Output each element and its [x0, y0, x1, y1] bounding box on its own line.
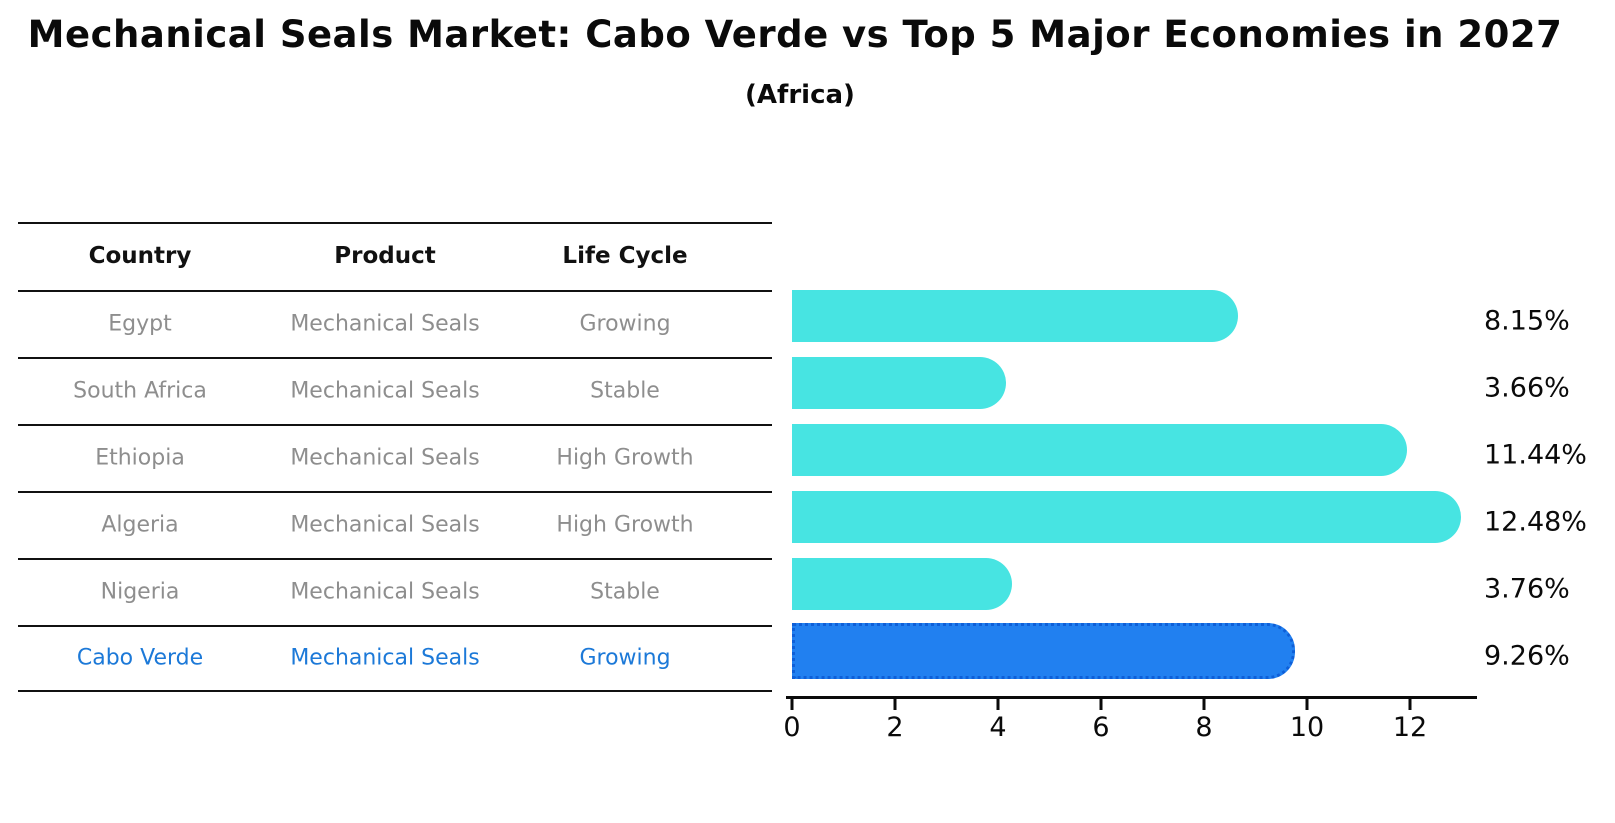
- bar-egypt: [792, 290, 1238, 342]
- bar-south-africa: [792, 357, 1006, 409]
- x-axis-tick-label: 2: [886, 712, 904, 743]
- x-axis-tick: [790, 699, 794, 710]
- bar-value-label: 11.44%: [1484, 439, 1587, 471]
- x-axis-tick: [1408, 699, 1412, 710]
- table-cell-country: Nigeria: [100, 579, 180, 604]
- table-cell-product: Mechanical Seals: [290, 311, 480, 336]
- bar-nigeria: [792, 558, 1012, 610]
- x-axis-tick: [1202, 699, 1206, 710]
- x-axis-tick-label: 0: [783, 712, 801, 743]
- table-rule: [18, 424, 772, 426]
- table-cell-product: Mechanical Seals: [290, 445, 480, 470]
- table-cell-life-cycle: Growing: [579, 311, 671, 336]
- x-axis-line: [786, 696, 1477, 699]
- table-rule: [18, 290, 772, 292]
- x-axis-tick: [893, 699, 897, 710]
- table-rule: [18, 690, 772, 692]
- x-axis-tick-label: 10: [1289, 712, 1325, 743]
- col-header-country: Country: [88, 243, 192, 269]
- table-cell-country: Egypt: [108, 311, 172, 336]
- table-cell-life-cycle: High Growth: [556, 445, 694, 470]
- x-axis-tick: [1099, 699, 1103, 710]
- table-cell-country: Cabo Verde: [76, 645, 204, 670]
- bar-value-label: 8.15%: [1484, 305, 1570, 337]
- table-rule: [18, 491, 772, 493]
- table-rule: [18, 625, 772, 627]
- table-cell-life-cycle: Stable: [590, 579, 660, 604]
- x-axis-tick: [1305, 699, 1309, 710]
- bar-value-label: 3.76%: [1484, 573, 1570, 605]
- table-rule: [18, 222, 772, 224]
- x-axis-tick-label: 12: [1392, 712, 1428, 743]
- table-cell-country: Algeria: [101, 512, 179, 537]
- bar-value-label: 9.26%: [1484, 640, 1570, 672]
- table-rule: [18, 357, 772, 359]
- table-cell-country: Ethiopia: [95, 445, 185, 470]
- col-header-product: Product: [334, 243, 436, 269]
- table-cell-life-cycle: Stable: [590, 378, 660, 403]
- bar-value-label: 3.66%: [1484, 372, 1570, 404]
- table-cell-product: Mechanical Seals: [290, 645, 480, 670]
- x-axis-tick-label: 8: [1195, 712, 1213, 743]
- chart-title: Mechanical Seals Market: Cabo Verde vs T…: [27, 13, 1563, 56]
- x-axis-tick-label: 6: [1092, 712, 1110, 743]
- table-cell-life-cycle: High Growth: [556, 512, 694, 537]
- col-header-life-cycle: Life Cycle: [562, 243, 688, 269]
- bar-algeria: [792, 491, 1461, 543]
- table-cell-life-cycle: Growing: [579, 645, 671, 670]
- bar-cabo-verde: [792, 623, 1295, 679]
- table-rule: [18, 558, 772, 560]
- x-axis-tick-label: 4: [989, 712, 1007, 743]
- chart-subtitle: (Africa): [745, 80, 855, 110]
- table-cell-country: South Africa: [73, 378, 207, 403]
- table-cell-product: Mechanical Seals: [290, 512, 480, 537]
- bar-ethiopia: [792, 424, 1407, 476]
- bar-value-label: 12.48%: [1484, 506, 1587, 538]
- x-axis-tick: [996, 699, 1000, 710]
- table-cell-product: Mechanical Seals: [290, 378, 480, 403]
- table-cell-product: Mechanical Seals: [290, 579, 480, 604]
